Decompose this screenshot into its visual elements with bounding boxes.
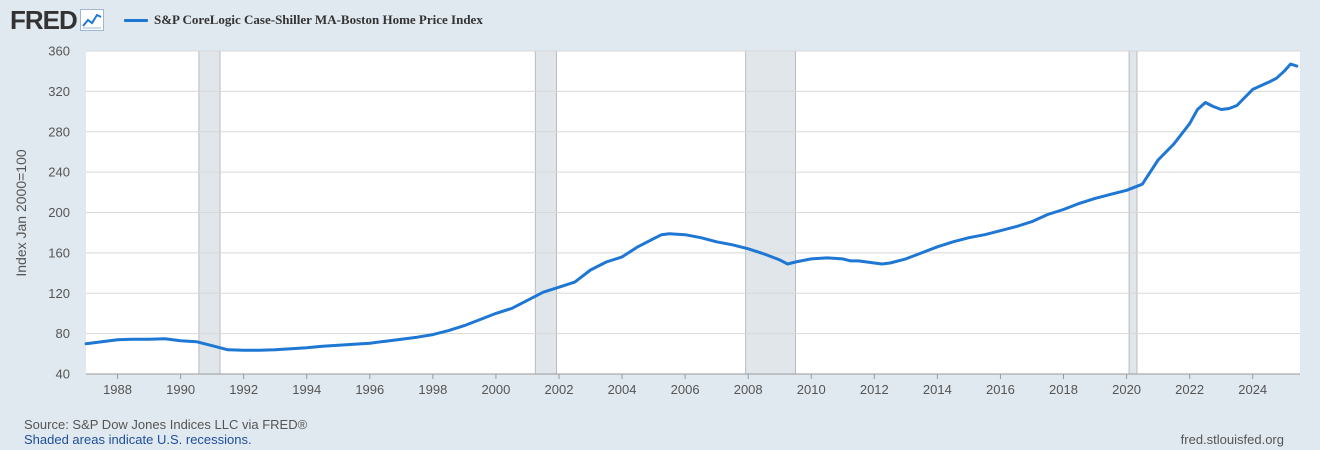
fred-logo[interactable]: FRED: [10, 6, 104, 34]
recession-note[interactable]: Shaded areas indicate U.S. recessions.: [24, 432, 252, 447]
y-tick-label: 280: [48, 124, 70, 139]
x-tick-label: 1994: [292, 382, 321, 397]
fred-logo-text: FRED: [10, 5, 78, 35]
x-tick-label: 2018: [1049, 382, 1078, 397]
line-chart-icon: [79, 9, 104, 31]
x-tick-label: 2008: [734, 382, 763, 397]
site-link[interactable]: fred.stlouisfed.org: [1180, 432, 1284, 447]
footer-notes: Source: S&P Dow Jones Indices LLC via FR…: [24, 417, 307, 447]
y-tick-label: 200: [48, 205, 70, 220]
legend: S&P CoreLogic Case-Shiller MA-Boston Hom…: [124, 12, 483, 28]
x-tick-label: 2016: [986, 382, 1015, 397]
x-axis: 1988 1990 1992 1994 1996 1998 2000 2002 2004 2006…: [86, 373, 1300, 397]
x-tick-label: 2022: [1175, 382, 1204, 397]
y-tick-label: 360: [48, 44, 70, 59]
legend-label: S&P CoreLogic Case-Shiller MA-Boston Hom…: [154, 12, 483, 27]
x-tick-label: 1996: [355, 382, 384, 397]
y-tick-label: 40: [56, 367, 70, 382]
x-tick-label: 1998: [418, 382, 447, 397]
x-tick-label: 2012: [860, 382, 889, 397]
x-tick-label: 2000: [481, 382, 510, 397]
series-line-1[interactable]: [84, 62, 1299, 352]
y-axis: 40 80 120 160 200 240 280 320 360: [48, 44, 70, 382]
y-tick-label: 320: [48, 84, 70, 99]
y-tick-label: 160: [48, 245, 70, 260]
x-tick-label: 2024: [1238, 382, 1267, 397]
x-tick-label: 2020: [1112, 382, 1141, 397]
x-tick-label: 1992: [229, 382, 258, 397]
y-tick-label: 120: [48, 286, 70, 301]
x-tick-label: 2004: [608, 382, 637, 397]
gridlines: [86, 50, 1300, 375]
x-tick-label: 1990: [166, 382, 195, 397]
series: [84, 62, 1299, 352]
x-tick-label: 2010: [797, 382, 826, 397]
source-note: Source: S&P Dow Jones Indices LLC via FR…: [24, 417, 308, 432]
y-tick-label: 240: [48, 165, 70, 180]
x-tick-label: 2006: [671, 382, 700, 397]
x-tick-label: 1988: [103, 382, 132, 397]
y-axis-label: Index Jan 2000=100: [13, 149, 29, 276]
y-tick-label: 80: [56, 326, 70, 341]
x-tick-label: 2002: [545, 382, 574, 397]
x-tick-label: 2014: [923, 382, 952, 397]
legend-swatch: [124, 18, 148, 22]
